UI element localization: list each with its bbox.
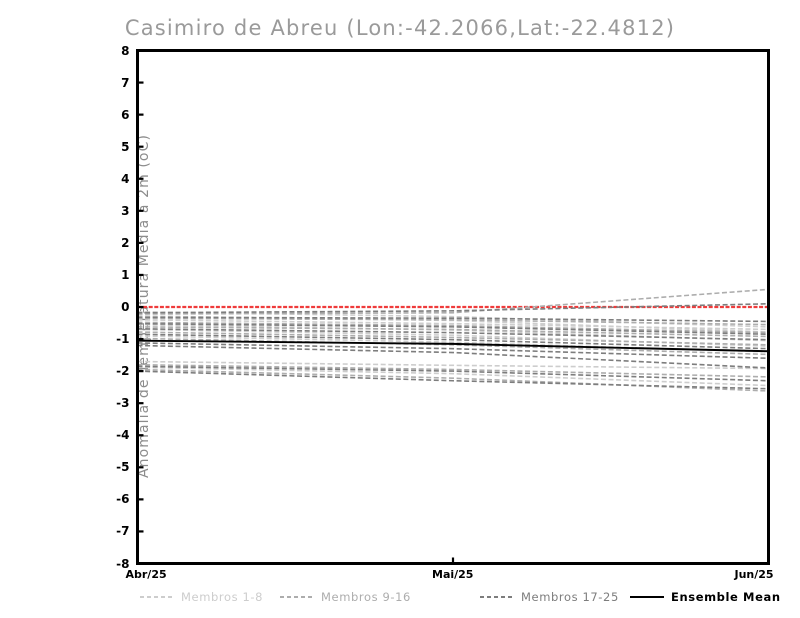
series-member-line	[137, 370, 769, 390]
chart-legend: Membros 1-8 Membros 9-16 Membros 17-25 Ense…	[130, 588, 790, 606]
x-tick-label: Abr/25	[125, 567, 167, 581]
series-member-line	[137, 366, 769, 387]
legend-line-swatch-icon	[630, 595, 664, 599]
y-tick-label: -5	[116, 460, 130, 475]
y-tick-label: 6	[121, 107, 130, 122]
series-member-line	[137, 365, 769, 382]
y-tick-label: -7	[116, 524, 130, 539]
x-tick-label: Jun/25	[734, 567, 774, 581]
y-tick-label: 7	[121, 75, 130, 90]
y-tick-label: 3	[121, 203, 130, 218]
series-member-line	[137, 328, 769, 341]
legend-item[interactable]: Membros 17-25	[480, 588, 619, 606]
y-tick-label: 8	[121, 43, 130, 58]
y-tick-label: -2	[116, 364, 130, 379]
legend-line-swatch-icon	[480, 596, 514, 598]
y-tick-label: 0	[121, 300, 130, 314]
y-tick-label: -4	[116, 428, 130, 443]
series-member-line	[137, 288, 769, 315]
series-member-line	[137, 344, 769, 369]
legend-item[interactable]: Membros 1-8	[140, 588, 263, 606]
page-title: Casimiro de Abreu (Lon:-42.2066,Lat:-22.…	[124, 16, 676, 40]
legend-label: Membros 9-16	[321, 590, 411, 604]
series-member-line	[137, 331, 769, 346]
legend-line-swatch-icon	[140, 596, 174, 598]
y-tick-label: 5	[121, 139, 130, 154]
series-member-line	[137, 333, 769, 350]
series-member-line	[137, 302, 769, 314]
axes-layer	[136, 49, 770, 565]
series-member-line	[137, 321, 769, 334]
legend-item[interactable]: Membros 9-16	[280, 588, 411, 606]
series-member-line	[137, 317, 769, 326]
series-member-line	[137, 363, 769, 378]
y-tick-label: -3	[116, 396, 130, 411]
series-member-line	[137, 360, 769, 370]
series-member-line	[137, 337, 769, 356]
series-member-line	[137, 322, 769, 336]
series-layer	[137, 288, 769, 392]
legend-label: Membros 1-8	[181, 590, 264, 604]
legend-item[interactable]: Ensemble Mean	[630, 588, 781, 606]
y-tick-label: -1	[116, 332, 130, 347]
y-tick-label: 1	[121, 267, 130, 282]
y-tick-label: 2	[121, 235, 130, 250]
series-member-line	[137, 319, 769, 331]
y-tick-label: -8	[116, 556, 130, 571]
y-tick-label: 4	[121, 171, 130, 186]
legend-label: Ensemble Mean	[671, 590, 781, 604]
series-ensemble-mean	[137, 339, 769, 353]
series-member-line	[137, 342, 769, 360]
legend-label: Membros 17-25	[521, 590, 619, 604]
legend-line-swatch-icon	[280, 596, 314, 598]
series-member-line	[137, 316, 769, 323]
series-member-line	[137, 326, 769, 338]
y-tick-label: -6	[116, 492, 130, 507]
x-tick-label: Mai/25	[432, 567, 474, 581]
